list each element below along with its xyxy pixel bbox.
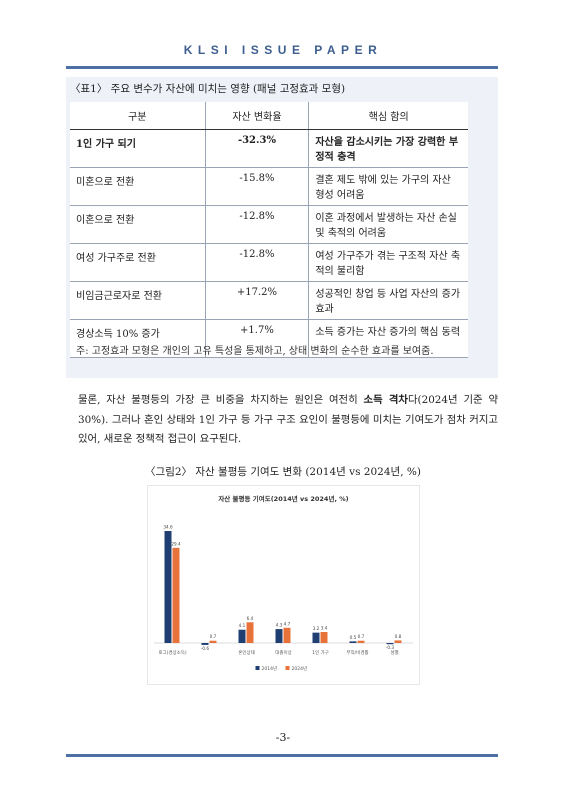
- table-note: 주: 고정효과 모형은 개인의 고유 특성을 통제하고, 상태 변화의 순수한 …: [76, 346, 434, 357]
- data-table: 구분 자산 변화율 핵심 함의 1인 가구 되기 -32.3% 자산을 감소시키…: [70, 102, 468, 358]
- data-label: -0.3: [386, 645, 395, 650]
- table-row: 이혼으로 전환 -12.8% 이혼 과정에서 발생하는 자산 손실 및 축적의 …: [70, 205, 468, 244]
- header-title: KLSI ISSUE PAPER: [183, 43, 383, 57]
- body-text-bold: 소득 격차: [363, 394, 408, 406]
- bar-2024: [357, 640, 365, 643]
- table-row: 경상소득 10% 증가 +1.7% 소득 증가는 자산 증가의 핵심 동력: [70, 319, 468, 358]
- row-category: 경상소득 10% 증가: [70, 319, 206, 358]
- bar-2014: [201, 643, 209, 645]
- bar-2024: [394, 640, 402, 643]
- bar-2014: [349, 641, 357, 643]
- x-tick-label: 혼인상태: [238, 649, 255, 656]
- bar-2024: [283, 627, 291, 643]
- header-rule: [66, 66, 498, 69]
- row-implication: 성공적인 창업 등 사업 자산의 증가 효과: [308, 281, 468, 320]
- data-label: 0.7: [358, 634, 365, 639]
- data-label: 0.7: [210, 634, 217, 639]
- bar-2024: [209, 640, 217, 643]
- row-value: -15.8%: [204, 167, 310, 206]
- data-label: 4.1: [239, 623, 246, 628]
- table-caption: 〈표1〉 주요 변수가 자산에 미치는 영향 (패널 고정효과 모형): [70, 83, 346, 95]
- bar-chart: 자산 불평등 기여도(2014년 vs 2024년, %) 34.6 29.4 로그(…: [154, 494, 413, 672]
- bar-2014: [275, 629, 283, 643]
- x-tick-label: 1인 가구: [312, 649, 329, 656]
- bar-2014: [164, 531, 172, 643]
- figure-caption: 〈그림2〉 자산 불평등 기여도 변화 (2014년 vs 2024년, %): [145, 466, 421, 478]
- footer-rule: [66, 754, 498, 757]
- body-text-part1: 물론, 자산 불평등의 가장 큰 비중을 차지하는 원인은 여전히: [78, 394, 364, 406]
- bar-2024: [246, 622, 254, 643]
- data-label: 3.2: [313, 626, 320, 631]
- data-label: 4.3: [276, 623, 283, 628]
- data-label: 3.4: [321, 625, 328, 630]
- x-tick-label: 대졸이상: [275, 649, 292, 656]
- row-category: 비임금근로자로 전환: [70, 281, 206, 320]
- data-label: 29.4: [171, 541, 181, 546]
- data-label: -0.6: [201, 646, 210, 651]
- table-header-category: 구분: [70, 102, 206, 130]
- body-paragraph: 물론, 자산 불평등의 가장 큰 비중을 차지하는 원인은 여전히 소득 격차다…: [78, 391, 498, 450]
- row-value: +1.7%: [204, 319, 310, 358]
- row-implication: 여성 가구주가 겪는 구조적 자산 축적의 불리함: [308, 243, 468, 282]
- row-value: -32.3%: [204, 129, 310, 168]
- data-label: 6.4: [247, 616, 254, 621]
- legend-label: 2024년: [292, 665, 308, 672]
- bar-2024: [172, 547, 180, 643]
- table-row: 1인 가구 되기 -32.3% 자산을 감소시키는 가장 강력한 부정적 충격: [70, 129, 468, 168]
- bar-2014: [238, 629, 246, 643]
- table-row: 여성 가구주로 전환 -12.8% 여성 가구주가 겪는 구조적 자산 축적의 …: [70, 243, 468, 282]
- row-category: 여성 가구주로 전환: [70, 243, 206, 282]
- data-label: 0.8: [395, 634, 402, 639]
- table-row: 미혼으로 전환 -15.8% 결혼 제도 밖에 있는 가구의 자산 형성 어려움: [70, 167, 468, 206]
- x-tick-label: 성별: [390, 649, 398, 656]
- row-value: +17.2%: [204, 281, 310, 320]
- row-implication: 이혼 과정에서 발생하는 자산 손실 및 축적의 어려움: [308, 205, 468, 244]
- data-label: 4.7: [284, 621, 291, 626]
- row-value: -12.8%: [204, 205, 310, 244]
- page-number: -3-: [275, 731, 291, 744]
- data-label: 0.5: [350, 635, 357, 640]
- row-implication: 소득 증가는 자산 증가의 핵심 동력: [308, 319, 468, 358]
- x-tick-label: 무직/비경활: [346, 649, 368, 656]
- row-category: 미혼으로 전환: [70, 167, 206, 206]
- legend-swatch: [255, 666, 260, 670]
- row-implication: 자산을 감소시키는 가장 강력한 부정적 충격: [308, 129, 468, 168]
- row-implication: 결혼 제도 밖에 있는 가구의 자산 형성 어려움: [308, 167, 468, 206]
- body-text-part2: 다(2024년 기준 약 30%). 그러나 혼인 상태와 1인 가구 등 가구…: [78, 394, 498, 445]
- bar-2014: [386, 643, 394, 645]
- row-category: 1인 가구 되기: [70, 129, 206, 168]
- legend-label: 2014년: [262, 665, 278, 672]
- bar-2024: [320, 631, 328, 643]
- table-header-implication: 핵심 함의: [308, 102, 468, 130]
- table-header-value: 자산 변화율: [204, 102, 310, 130]
- legend-swatch: [285, 666, 290, 670]
- row-category: 이혼으로 전환: [70, 205, 206, 244]
- bar-2014: [312, 632, 320, 643]
- data-label: 34.6: [163, 525, 173, 530]
- row-value: -12.8%: [204, 243, 310, 282]
- chart-frame: 자산 불평등 기여도(2014년 vs 2024년, %) 34.6 29.4 로그(…: [147, 485, 420, 685]
- table-row: 비임금근로자로 전환 +17.2% 성공적인 창업 등 사업 자산의 증가 효과: [70, 281, 468, 320]
- chart-title: 자산 불평등 기여도(2014년 vs 2024년, %): [218, 494, 348, 503]
- table-header-row: 구분 자산 변화율 핵심 함의: [70, 102, 468, 130]
- x-tick-label: 로그(경상소득): [158, 649, 187, 656]
